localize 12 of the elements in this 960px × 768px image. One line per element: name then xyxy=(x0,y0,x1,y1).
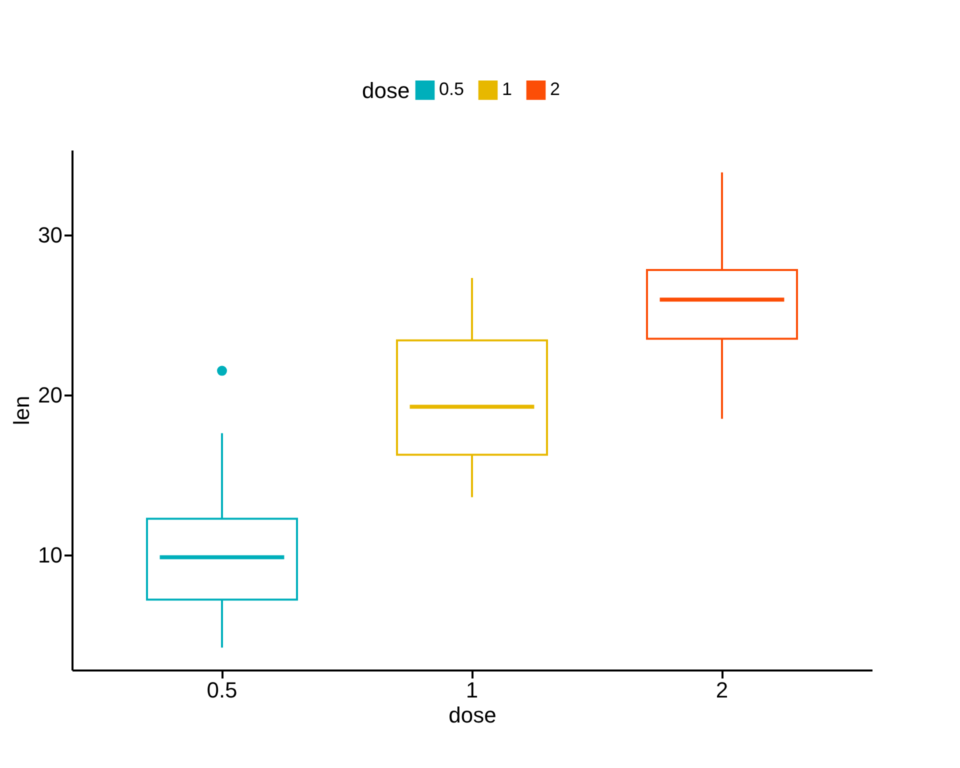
legend-label: 2 xyxy=(550,79,560,100)
x-tick-label: 0.5 xyxy=(206,678,238,702)
legend-label: 0.5 xyxy=(439,79,464,100)
legend-title: dose xyxy=(362,78,410,103)
x-tick-label: 1 xyxy=(466,678,478,702)
y-axis-title: len xyxy=(9,396,34,426)
y-tick-label: 10 xyxy=(38,542,62,568)
legend-label: 1 xyxy=(502,79,512,100)
y-tick-label: 30 xyxy=(38,222,62,248)
x-tick-label: 2 xyxy=(716,678,728,702)
y-tick-label: 20 xyxy=(38,382,62,408)
x-axis-title: dose xyxy=(448,702,496,728)
